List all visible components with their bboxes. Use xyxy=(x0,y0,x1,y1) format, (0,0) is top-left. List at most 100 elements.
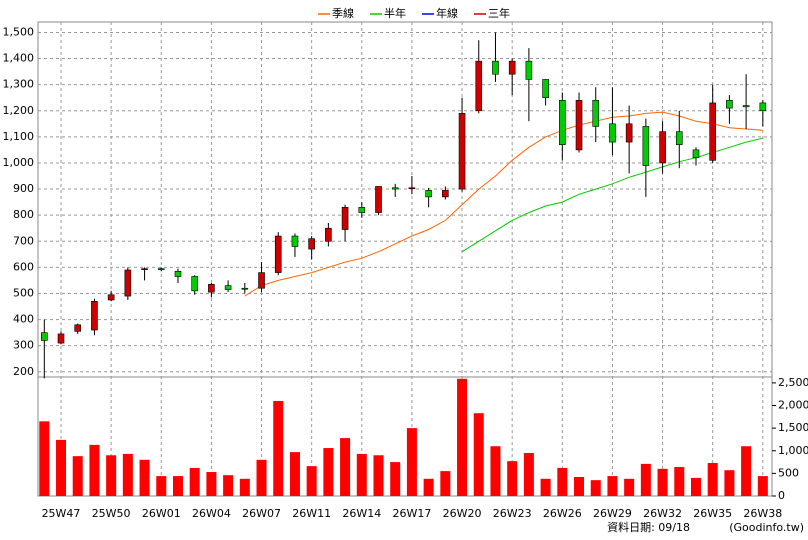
volume-bar xyxy=(757,476,768,496)
volume-bar xyxy=(373,455,384,496)
candle-body xyxy=(74,324,82,332)
candle-body xyxy=(358,207,366,213)
candle-body xyxy=(475,60,483,112)
y2-tick-label: 0 xyxy=(778,489,785,502)
candle-body xyxy=(675,131,683,145)
candle-body xyxy=(174,270,182,277)
y-tick-label: 300 xyxy=(13,339,34,352)
volume-bar xyxy=(122,453,133,496)
volume-bar xyxy=(106,455,117,496)
x-tick-label: 26W11 xyxy=(292,507,331,520)
volume-bar xyxy=(172,476,183,496)
y-tick-label: 400 xyxy=(13,313,34,326)
volume-bar xyxy=(39,421,50,496)
candle-body xyxy=(57,333,65,344)
candle-body xyxy=(642,126,650,166)
candle-body xyxy=(274,235,282,273)
volume-bar xyxy=(507,461,518,496)
candle-body xyxy=(341,207,349,230)
volume-bar xyxy=(72,456,83,496)
volume-bar xyxy=(423,478,434,496)
volume-bar xyxy=(139,459,150,496)
candle-body xyxy=(492,60,499,75)
volume-bar xyxy=(590,480,601,496)
candle-body xyxy=(40,332,48,341)
volume-bar xyxy=(189,467,200,496)
candle-body xyxy=(107,294,115,301)
candle-body xyxy=(508,60,516,75)
legend-label: 年線 xyxy=(436,6,458,20)
y-tick-label: 1,400 xyxy=(3,52,35,65)
candle-body xyxy=(726,100,733,109)
x-tick-label: 26W07 xyxy=(242,507,281,520)
candle-body xyxy=(425,190,432,198)
candle-body xyxy=(391,187,399,190)
candle-body xyxy=(241,287,249,290)
volume-bar xyxy=(239,478,250,496)
x-tick-label: 26W14 xyxy=(342,507,381,520)
candle-body xyxy=(308,238,315,250)
x-tick-label: 26W23 xyxy=(493,507,532,520)
volume-bar xyxy=(540,478,551,496)
y2-tick-label: 1,500 xyxy=(778,421,808,434)
x-tick-label: 26W17 xyxy=(392,507,431,520)
x-tick-label: 26W20 xyxy=(443,507,482,520)
candle-body xyxy=(124,269,132,297)
y-tick-label: 700 xyxy=(13,234,34,247)
volume-bar xyxy=(323,448,334,496)
y2-tick-label: 1,000 xyxy=(778,444,808,457)
y-tick-label: 900 xyxy=(13,182,34,195)
volume-bar xyxy=(607,476,618,496)
plot-frame xyxy=(37,21,773,497)
x-tick-label: 26W35 xyxy=(693,507,732,520)
volume-bar xyxy=(440,471,451,496)
y-tick-label: 1,100 xyxy=(3,130,35,143)
candle-body xyxy=(408,187,416,190)
legend-label: 三年 xyxy=(488,6,510,20)
y2-tick-label: 2,000 xyxy=(778,399,808,412)
volume-bar xyxy=(223,475,234,496)
y-tick-label: 500 xyxy=(13,286,34,299)
candle-body xyxy=(91,301,98,331)
volume-bar xyxy=(690,477,701,496)
candle-body xyxy=(157,268,165,270)
candle-body xyxy=(191,276,198,292)
candle-body xyxy=(542,79,549,98)
ma-line xyxy=(244,111,763,297)
x-tick-label: 26W29 xyxy=(593,507,632,520)
volume-bar xyxy=(657,468,668,496)
y-tick-label: 600 xyxy=(13,260,34,273)
candle-body xyxy=(742,105,750,108)
y-tick-label: 1,500 xyxy=(3,25,35,38)
candle-body xyxy=(709,102,717,161)
volume-bar xyxy=(390,462,401,496)
x-tick-label: 25W47 xyxy=(42,507,81,520)
y2-tick-label: 2,500 xyxy=(778,376,808,389)
legend: 季線 半年 年線 三年 xyxy=(318,6,510,20)
footer: 資料日期: 09/18 xyxy=(607,520,690,534)
candle-body xyxy=(458,113,466,190)
volume-bar xyxy=(256,459,267,496)
x-tick-label: 25W50 xyxy=(92,507,131,520)
y-tick-label: 1,200 xyxy=(3,104,35,117)
candle-body xyxy=(575,100,583,151)
candle-body xyxy=(224,285,232,290)
volume-bar xyxy=(523,453,534,496)
volume-bar xyxy=(724,470,735,496)
legend-label: 半年 xyxy=(384,6,406,20)
candle-body xyxy=(291,235,299,247)
candle-body xyxy=(559,100,566,145)
y2-tick-label: 500 xyxy=(778,466,799,479)
volume-bar xyxy=(624,478,635,496)
volume-bar xyxy=(574,476,585,496)
volume-bar xyxy=(56,439,67,496)
candle-body xyxy=(525,60,533,80)
candle-body xyxy=(625,123,633,143)
volume-bar xyxy=(707,462,718,496)
candle-body xyxy=(592,100,600,127)
y-tick-label: 800 xyxy=(13,208,34,221)
volume-bar xyxy=(89,444,100,496)
y-tick-label: 200 xyxy=(13,365,34,378)
candle-body xyxy=(759,102,767,112)
